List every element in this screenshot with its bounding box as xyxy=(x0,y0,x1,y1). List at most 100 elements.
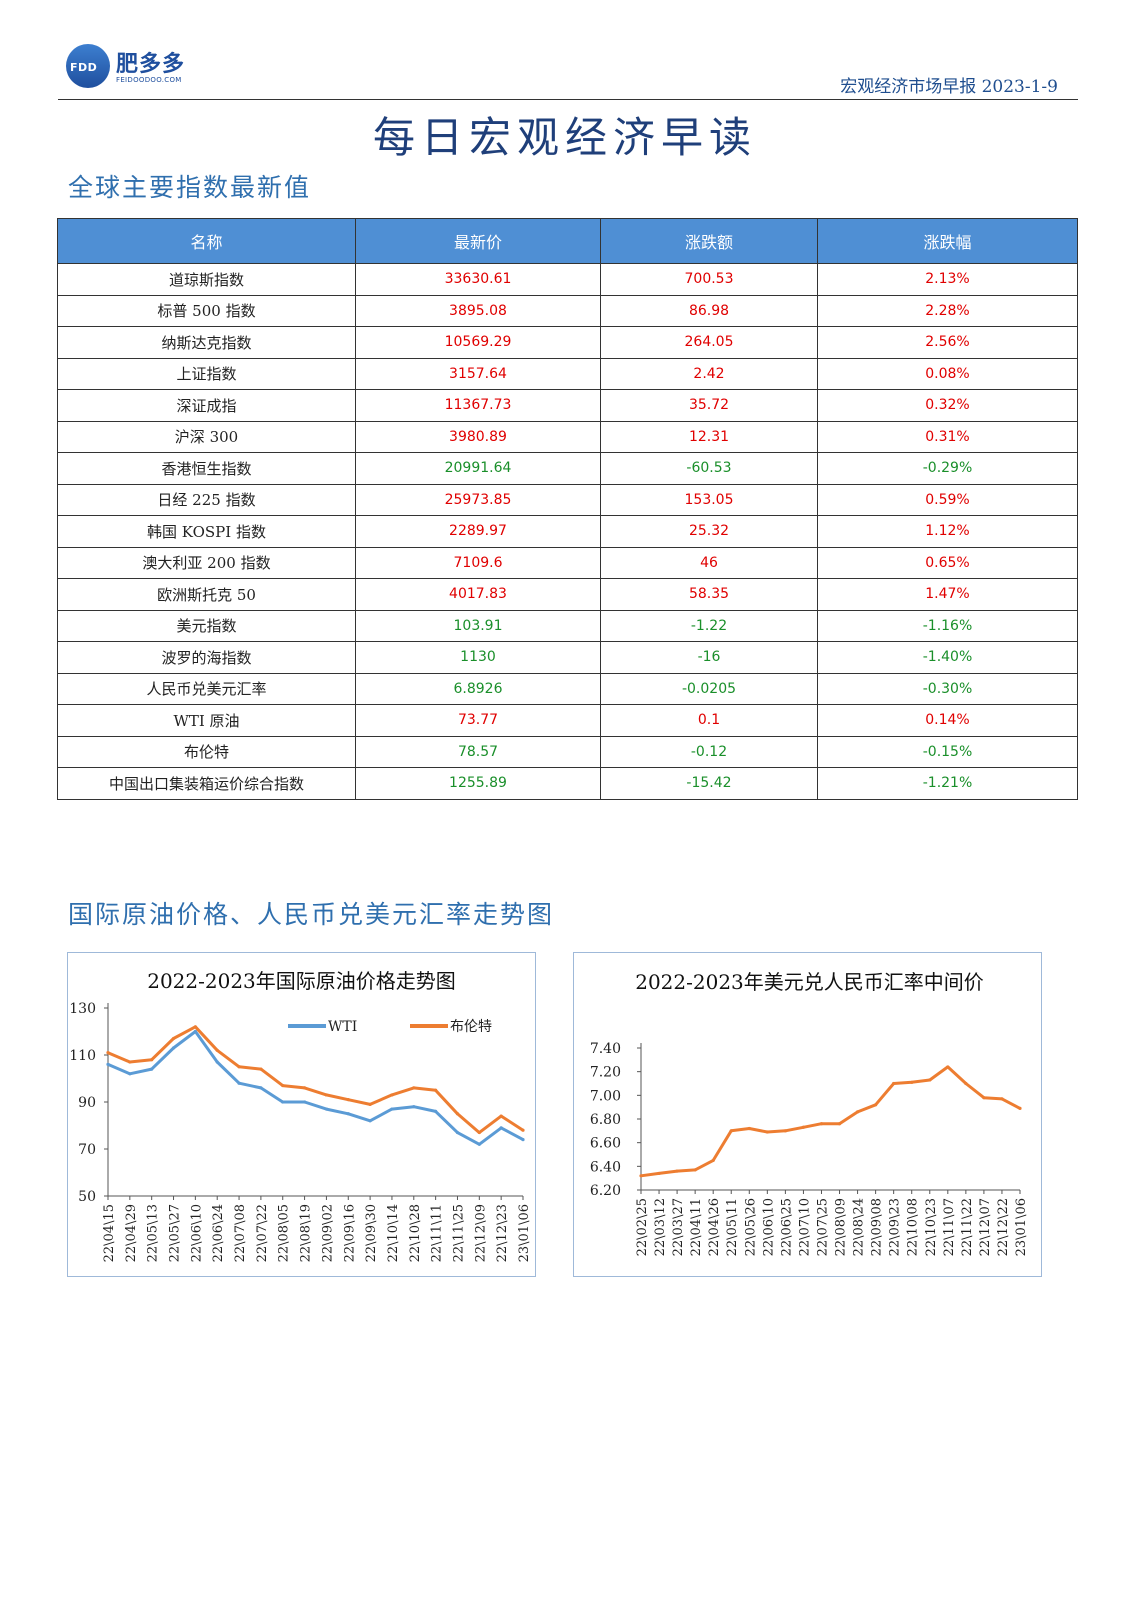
x-tick-label: 22\12\22 xyxy=(996,1198,1011,1256)
x-tick-label: 22\06\24 xyxy=(211,1204,226,1262)
data-point xyxy=(237,1065,241,1069)
index-price: 103.91 xyxy=(355,609,601,642)
index-price: 6.8926 xyxy=(355,672,601,705)
data-point xyxy=(964,1081,968,1086)
table-row: 标普 500 指数 3895.08 86.98 2.28% xyxy=(57,294,1078,327)
oil-price-chart: 2022-2023年国际原油价格走势图 50 70 90 110 130 22\04\15… xyxy=(67,952,536,1277)
index-name: WTI 原油 xyxy=(57,704,356,737)
data-point xyxy=(819,1122,824,1126)
index-name: 标普 500 指数 xyxy=(57,294,356,327)
y-tick-label: 6.60 xyxy=(590,1136,621,1152)
data-point xyxy=(346,1098,350,1102)
index-change: -0.12 xyxy=(600,735,818,768)
x-tick-label: 22\10\14 xyxy=(386,1204,401,1262)
index-name: 波罗的海指数 xyxy=(57,641,356,674)
x-tick-label: 22\11\25 xyxy=(451,1204,466,1262)
index-price: 25973.85 xyxy=(355,483,601,516)
data-point xyxy=(171,1036,176,1041)
index-pct: 0.59% xyxy=(817,483,1078,516)
index-name: 道琼斯指数 xyxy=(57,263,356,296)
indices-section-title: 全球主要指数最新值 xyxy=(68,173,312,202)
index-change: 25.32 xyxy=(600,515,818,548)
data-point xyxy=(477,1130,481,1135)
index-name: 美元指数 xyxy=(57,609,356,642)
data-point xyxy=(302,1100,307,1104)
y-tick-label: 70 xyxy=(78,1142,96,1158)
table-row: 布伦特 78.57 -0.12 -0.15% xyxy=(57,735,1078,768)
index-price: 11367.73 xyxy=(355,389,601,422)
oil-chart-title: 2022-2023年国际原油价格走势图 xyxy=(147,969,456,993)
data-point xyxy=(982,1096,986,1100)
data-point xyxy=(412,1105,416,1109)
column-header-name: 名称 xyxy=(57,218,356,264)
data-point xyxy=(477,1142,481,1146)
index-change: -1.22 xyxy=(600,609,818,642)
data-point xyxy=(346,1112,350,1116)
data-point xyxy=(150,1058,154,1062)
x-tick-label: 22\07\25 xyxy=(815,1198,830,1256)
index-price: 3895.08 xyxy=(355,294,601,327)
data-point xyxy=(693,1168,697,1172)
index-price: 10569.29 xyxy=(355,326,601,359)
index-change: 0.1 xyxy=(600,704,818,737)
index-pct: 2.13% xyxy=(817,263,1078,296)
charts-section-title: 国际原油价格、人民币兑美元汇率走势图 xyxy=(68,900,555,929)
table-row: 道琼斯指数 33630.61 700.53 2.13% xyxy=(57,263,1078,296)
table-row: 中国出口集装箱运价综合指数 1255.89 -15.42 -1.21% xyxy=(57,767,1078,800)
table-row: 韩国 KOSPI 指数 2289.97 25.32 1.12% xyxy=(57,515,1078,548)
index-pct: -1.16% xyxy=(817,609,1078,642)
x-tick-label: 22\04\15 xyxy=(102,1204,117,1262)
x-tick-label: 22\09\30 xyxy=(364,1204,379,1262)
index-price: 4017.83 xyxy=(355,578,601,611)
series-line-wti xyxy=(107,1030,524,1146)
data-point xyxy=(910,1080,914,1084)
table-row: 澳大利亚 200 指数 7109.6 46 0.65% xyxy=(57,546,1078,579)
data-point xyxy=(928,1078,932,1082)
x-tick-label: 22\05\26 xyxy=(743,1198,758,1256)
x-tick-label: 22\11\11 xyxy=(430,1204,445,1262)
data-point xyxy=(215,1060,219,1064)
data-point xyxy=(368,1119,372,1123)
index-pct: -0.15% xyxy=(817,735,1078,768)
y-tick-label: 6.20 xyxy=(590,1183,621,1199)
fx-rate-chart: 2022-2023年美元兑人民币汇率中间价 6.20 6.40 6.60 6.80 7.… xyxy=(573,952,1042,1277)
x-tick-label: 22\10\08 xyxy=(906,1198,921,1256)
x-tick-label: 22\03\12 xyxy=(653,1198,668,1256)
data-point xyxy=(783,1129,787,1133)
index-pct: 1.12% xyxy=(817,515,1078,548)
data-point xyxy=(368,1102,372,1106)
index-change: -16 xyxy=(600,641,818,674)
x-tick-label: 22\05\27 xyxy=(168,1204,183,1262)
column-header-pct: 涨跌幅 xyxy=(817,218,1078,264)
data-point xyxy=(455,1130,460,1135)
data-point xyxy=(193,1025,197,1029)
series-line-brent xyxy=(107,1025,524,1135)
index-name: 欧洲斯托克 50 xyxy=(57,578,356,611)
data-point xyxy=(946,1065,950,1069)
data-point xyxy=(390,1093,394,1097)
data-point xyxy=(892,1081,896,1086)
data-point xyxy=(128,1072,132,1076)
index-price: 3157.64 xyxy=(355,357,601,390)
data-point xyxy=(639,1174,643,1178)
x-tick-label: 22\09\08 xyxy=(870,1198,885,1256)
y-tick-label: 6.80 xyxy=(590,1112,621,1128)
index-price: 1130 xyxy=(355,641,601,674)
data-point xyxy=(106,1051,110,1055)
index-change: -0.0205 xyxy=(600,672,818,705)
data-point xyxy=(434,1088,438,1092)
y-tick-label: 7.20 xyxy=(590,1065,621,1081)
index-change: 2.42 xyxy=(600,357,818,390)
index-name: 沪深 300 xyxy=(57,420,356,453)
index-name: 中国出口集装箱运价综合指数 xyxy=(57,767,356,800)
index-change: 35.72 xyxy=(600,389,818,422)
table-row: 香港恒生指数 20991.64 -60.53 -0.29% xyxy=(57,452,1078,485)
data-point xyxy=(675,1169,679,1173)
x-tick-label: 22\08\19 xyxy=(299,1204,314,1262)
fx-chart-title: 2022-2023年美元兑人民币汇率中间价 xyxy=(635,970,984,994)
data-point xyxy=(193,1029,197,1034)
logo-name: 肥多多 xyxy=(116,52,186,77)
table-row: 欧洲斯托克 50 4017.83 58.35 1.47% xyxy=(57,578,1078,611)
data-point xyxy=(281,1083,285,1088)
x-tick-label: 22\06\10 xyxy=(189,1204,204,1262)
